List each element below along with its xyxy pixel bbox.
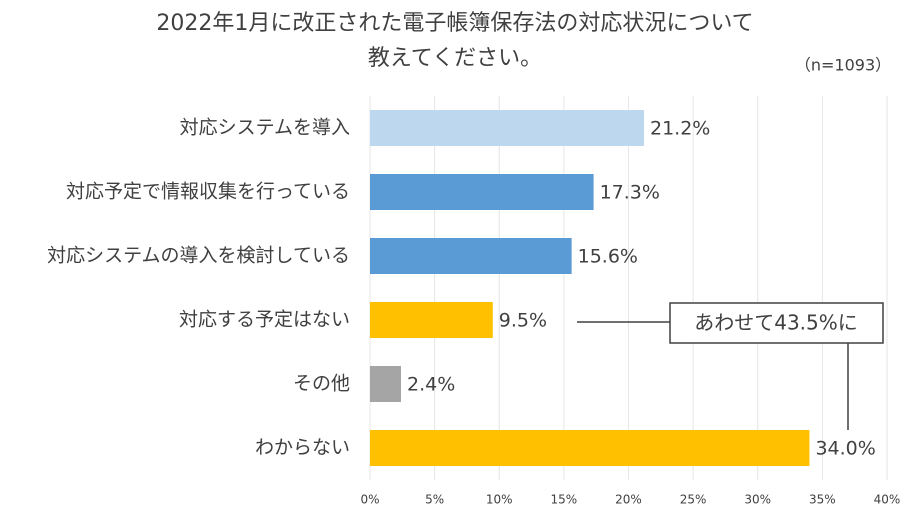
x-tick-label: 30%	[744, 493, 771, 507]
category-label: その他	[293, 373, 350, 395]
category-label: わからない	[255, 437, 350, 459]
category-label: 対応する予定はない	[179, 309, 350, 331]
bar	[370, 238, 572, 274]
x-tick-label: 40%	[874, 493, 901, 507]
x-tick-label: 25%	[680, 493, 707, 507]
value-label: 21.2%	[650, 118, 710, 140]
sample-size: （n=1093）	[795, 56, 891, 75]
x-tick-label: 15%	[551, 493, 578, 507]
x-tick-label: 35%	[809, 493, 836, 507]
bar	[370, 302, 493, 338]
value-label: 17.3%	[600, 182, 660, 204]
value-label: 9.5%	[499, 310, 547, 332]
chart-title: 教えてください。	[368, 46, 542, 71]
value-label: 15.6%	[578, 246, 638, 268]
chart-title: 2022年1月に改正された電子帳簿保存法の対応状況について	[156, 11, 753, 36]
category-label: 対応システムの導入を検討している	[47, 245, 350, 267]
category-label: 対応システムを導入	[180, 117, 350, 139]
bar	[370, 366, 402, 402]
x-tick-label: 10%	[486, 493, 513, 507]
annotation: あわせて43.5%に	[694, 311, 858, 335]
bar	[370, 430, 810, 466]
bar	[370, 174, 594, 210]
x-tick-label: 5%	[425, 493, 444, 507]
annotation-box	[669, 302, 884, 344]
value-label: 34.0%	[815, 438, 875, 460]
x-tick-label: 0%	[360, 493, 379, 507]
x-tick-label: 20%	[615, 493, 642, 507]
category-label: 対応予定で情報収集を行っている	[66, 181, 350, 203]
bar	[370, 110, 645, 146]
value-label: 2.4%	[407, 374, 455, 396]
